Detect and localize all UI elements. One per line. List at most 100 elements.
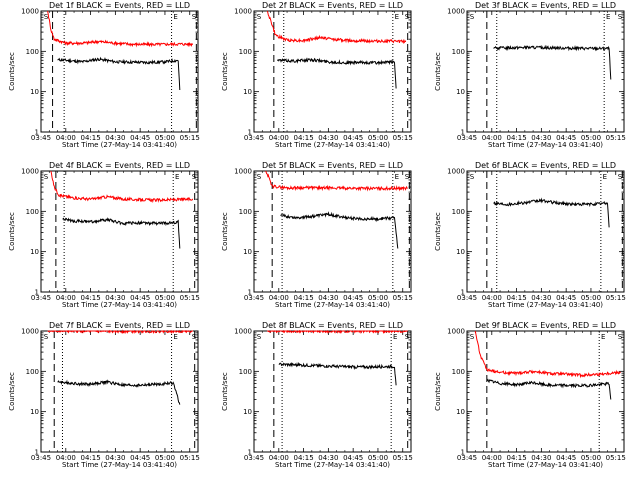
x-tick-label: 04:30 (318, 134, 338, 142)
y-tick-label: 1000 (21, 328, 39, 336)
panel-title: Det 9f BLACK = Events, RED = LLD (475, 321, 616, 330)
x-tick-label: 04:30 (531, 454, 551, 462)
x-axis-label: Start Time (27-May-14 03:41:40) (62, 461, 177, 469)
y-axis-label: Counts/sec (221, 52, 229, 91)
events-series-line (493, 44, 612, 80)
lld-series-line (267, 329, 408, 334)
x-tick-label: 05:15 (393, 134, 413, 142)
end-marker: E (601, 333, 605, 341)
events-series-line (278, 361, 397, 386)
y-tick-label: 1 (248, 289, 252, 297)
x-tick-label: 04:00 (269, 294, 289, 302)
panel-det-1: Det 1f BLACK = Events, RED = LLD 1 10 100 10… (8, 1, 200, 149)
x-axis-label: Start Time (27-May-14 03:41:40) (62, 141, 177, 149)
y-tick-label: 1 (35, 449, 39, 457)
events-series-line (280, 211, 399, 249)
x-axis-label: Start Time (27-May-14 03:41:40) (488, 141, 603, 149)
x-tick-label: 05:00 (155, 294, 175, 302)
x-tick-label: 05:00 (581, 454, 601, 462)
x-tick-label: 03:45 (244, 294, 264, 302)
plot-frame (40, 330, 199, 453)
y-axis-label: Counts/sec (434, 212, 442, 251)
x-tick-label: 04:45 (130, 134, 150, 142)
panel-title: Det 4f BLACK = Events, RED = LLD (49, 161, 190, 170)
end-marker: E (393, 333, 397, 341)
start-marker: S (470, 173, 475, 181)
x-tick-label: 04:15 (80, 134, 100, 142)
x-tick-label: 04:30 (318, 294, 338, 302)
panel-det-2: Det 2f BLACK = Events, RED = LLD 1 10 100 10… (221, 1, 413, 149)
panel-title: Det 3f BLACK = Events, RED = LLD (475, 1, 616, 10)
lld-series-line (265, 170, 408, 192)
plot-frame (466, 330, 625, 453)
y-axis-label: Counts/sec (221, 212, 229, 251)
y-axis-label: Counts/sec (8, 212, 16, 251)
panel-det-7: Det 7f BLACK = Events, RED = LLD 1 10 100 10… (8, 321, 200, 469)
x-tick-label: 05:00 (581, 294, 601, 302)
y-tick-label: 100 (452, 208, 465, 216)
x-tick-label: 03:45 (457, 134, 477, 142)
x-tick-label: 05:15 (393, 294, 413, 302)
y-tick-label: 1000 (234, 8, 252, 16)
panel-title: Det 1f BLACK = Events, RED = LLD (49, 1, 190, 10)
x-tick-label: 04:00 (482, 294, 502, 302)
y-tick-label: 10 (456, 408, 465, 416)
y-tick-label: 10 (456, 88, 465, 96)
x-tick-label: 04:45 (343, 134, 363, 142)
x-tick-label: 04:45 (556, 294, 576, 302)
end-marker: E (395, 173, 399, 181)
lld-series-line (266, 10, 406, 44)
lld-series-line (50, 170, 193, 204)
end-marker: E (175, 173, 179, 181)
x-tick-label: 03:45 (244, 454, 264, 462)
x-tick-label: 04:45 (343, 294, 363, 302)
y-tick-label: 10 (30, 248, 39, 256)
lld-series-line (474, 330, 621, 379)
x-tick-label: 04:15 (293, 134, 313, 142)
x-tick-label: 03:45 (31, 134, 51, 142)
x-tick-label: 04:30 (105, 454, 125, 462)
x-tick-label: 04:45 (343, 454, 363, 462)
y-tick-label: 1 (248, 129, 252, 137)
x-axis-label: Start Time (27-May-14 03:41:40) (62, 301, 177, 309)
x-tick-label: 04:15 (293, 294, 313, 302)
y-tick-label: 1 (461, 449, 465, 457)
lld-series-line (47, 10, 193, 48)
start-marker: S (405, 333, 410, 341)
plot-frame (253, 10, 412, 133)
x-tick-label: 05:15 (606, 294, 626, 302)
y-axis-label: Counts/sec (8, 52, 16, 91)
x-tick-label: 04:30 (318, 454, 338, 462)
x-tick-label: 04:30 (105, 294, 125, 302)
x-tick-label: 04:15 (506, 294, 526, 302)
start-marker: S (470, 13, 475, 21)
x-tick-label: 04:00 (269, 454, 289, 462)
y-tick-label: 10 (243, 88, 252, 96)
y-tick-label: 100 (26, 208, 39, 216)
x-tick-label: 04:15 (80, 294, 100, 302)
plot-frame (466, 10, 625, 133)
y-tick-label: 1000 (21, 8, 39, 16)
y-tick-label: 1000 (234, 328, 252, 336)
y-tick-label: 1000 (447, 8, 465, 16)
panel-det-8: Det 8f BLACK = Events, RED = LLD 1 10 100 10… (221, 321, 413, 469)
x-tick-label: 05:00 (368, 454, 388, 462)
x-tick-label: 03:45 (244, 134, 264, 142)
x-axis-label: Start Time (27-May-14 03:41:40) (275, 301, 390, 309)
lld-series-line (47, 329, 193, 335)
x-tick-label: 05:00 (368, 134, 388, 142)
x-tick-label: 03:45 (457, 454, 477, 462)
x-tick-label: 04:45 (130, 294, 150, 302)
y-tick-label: 10 (243, 248, 252, 256)
panel-title: Det 5f BLACK = Events, RED = LLD (262, 161, 403, 170)
panel-title: Det 8f BLACK = Events, RED = LLD (262, 321, 403, 330)
y-tick-label: 1000 (447, 168, 465, 176)
y-tick-label: 1 (35, 289, 39, 297)
start-marker: S (470, 333, 475, 341)
plot-frame (40, 10, 199, 133)
x-tick-label: 04:15 (506, 454, 526, 462)
x-tick-label: 05:15 (606, 134, 626, 142)
end-marker: E (603, 173, 607, 181)
y-tick-label: 1000 (234, 168, 252, 176)
